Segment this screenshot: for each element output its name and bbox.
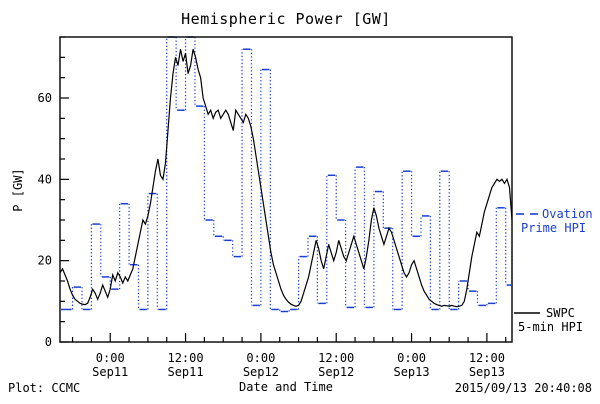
- x-tick-label-time: 12:00: [167, 351, 203, 365]
- chart-title: Hemispheric Power [GW]: [181, 10, 391, 28]
- x-axis-title: Date and Time: [239, 380, 333, 394]
- x-tick-label-time: 0:00: [96, 351, 125, 365]
- x-tick-label-date: Sep13: [393, 365, 429, 379]
- y-axis-tick-labels: 0 20 40 60: [38, 91, 52, 349]
- x-axis-major-ticks: [109, 333, 488, 342]
- y-tick-label: 20: [38, 254, 52, 268]
- y-tick-label: 40: [38, 172, 52, 186]
- x-tick-label-time: 0:00: [246, 351, 275, 365]
- x-axis-minor-ticks: [71, 337, 507, 342]
- legend: Ovation Prime HPI SWPC 5-min HPI: [514, 207, 593, 334]
- x-axis-tick-labels: 0:00Sep1112:00Sep110:00Sep1212:00Sep120:…: [92, 351, 505, 379]
- x-tick-label-date: Sep12: [318, 365, 354, 379]
- plot-credit: Plot: CCMC: [8, 381, 80, 395]
- series-ovation-prime-hpi: [61, 36, 513, 313]
- y-tick-label: 0: [45, 335, 52, 349]
- y-axis-title: P [GW]: [11, 168, 25, 211]
- legend-label-swpc-line1: SWPC: [546, 306, 575, 320]
- y-tick-label: 60: [38, 91, 52, 105]
- x-tick-label-date: Sep12: [243, 365, 279, 379]
- legend-label-ovation-line2: Prime HPI: [521, 221, 586, 235]
- x-tick-label-time: 0:00: [397, 351, 426, 365]
- x-tick-label-date: Sep11: [167, 365, 203, 379]
- plot-frame: [59, 36, 513, 343]
- plot-timestamp: 2015/09/13 20:40:08: [455, 381, 592, 395]
- x-tick-label-time: 12:00: [318, 351, 354, 365]
- x-tick-label-time: 12:00: [469, 351, 505, 365]
- x-tick-label-date: Sep11: [92, 365, 128, 379]
- x-tick-label-date: Sep13: [469, 365, 505, 379]
- legend-label-swpc-line2: 5-min HPI: [518, 320, 583, 334]
- series-swpc-5min-hpi: [59, 49, 513, 308]
- legend-label-ovation-line1: Ovation: [542, 207, 593, 221]
